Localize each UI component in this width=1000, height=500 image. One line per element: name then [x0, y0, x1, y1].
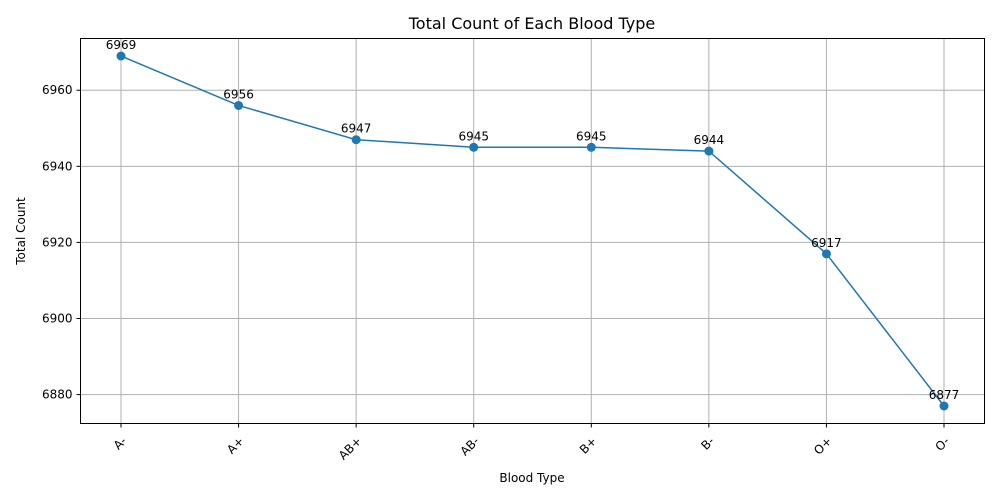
data-point: [939, 401, 949, 411]
data-point: [704, 146, 714, 156]
y-tick-label: 6940: [42, 159, 73, 173]
data-point: [351, 135, 361, 145]
data-label: 6956: [223, 87, 254, 101]
series-markers: [116, 51, 949, 411]
data-label: 6969: [106, 38, 137, 52]
y-tick-label: 6900: [42, 312, 73, 326]
data-point: [586, 142, 596, 152]
y-axis-label: Total Count: [14, 197, 28, 266]
y-tick-label: 6880: [42, 388, 73, 402]
data-point: [821, 249, 831, 259]
y-tick-label: 6920: [42, 235, 73, 249]
x-tick-label: A-: [111, 434, 130, 453]
y-tick-label: 6960: [42, 83, 73, 97]
x-tick-label: B-: [698, 434, 717, 453]
x-axis-ticks: A- A+ AB+ AB- B+ B- O+ O-: [111, 423, 952, 463]
data-label: 6944: [694, 133, 725, 147]
data-point: [116, 51, 126, 61]
y-axis-ticks: 6880 6900 6920 6940 6960: [42, 83, 81, 402]
x-tick-label: B+: [577, 434, 600, 457]
x-axis-label: Blood Type: [499, 471, 564, 485]
data-label: 6877: [929, 388, 960, 402]
series-line: [120, 55, 945, 407]
plot-frame: [80, 38, 985, 424]
data-label: 6947: [341, 122, 372, 136]
chart-title: Total Count of Each Blood Type: [408, 14, 656, 33]
x-tick-label: A+: [224, 434, 247, 457]
x-tick-label: AB-: [457, 434, 482, 459]
data-label: 6917: [811, 236, 842, 250]
data-point: [469, 142, 479, 152]
x-tick-label: O-: [932, 434, 952, 454]
data-labels: 6969 6956 6947 6945 6945 6944 6917 6877: [106, 38, 960, 402]
data-point: [234, 100, 244, 110]
data-label: 6945: [576, 129, 607, 143]
grid: [80, 38, 985, 424]
x-tick-label: AB+: [336, 434, 365, 463]
data-label: 6945: [458, 129, 489, 143]
x-tick-label: O+: [811, 434, 835, 458]
